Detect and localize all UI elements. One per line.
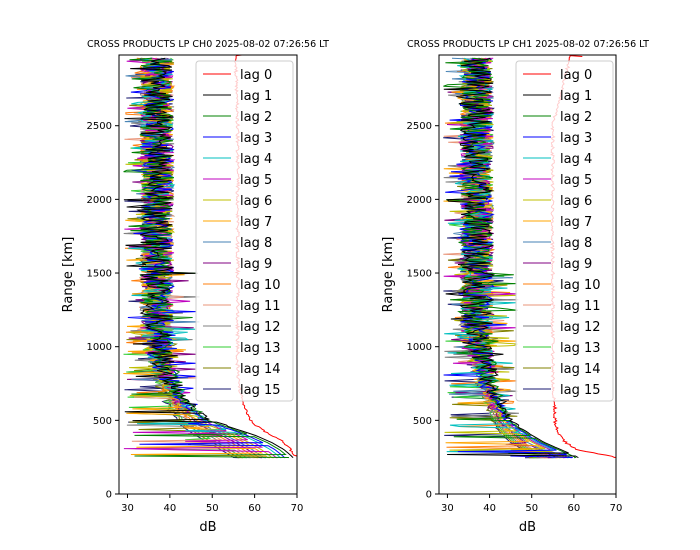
legend-label: lag 8 <box>240 236 272 251</box>
y-tick-label: 2500 <box>87 121 112 132</box>
legend-label: lag 9 <box>240 257 272 272</box>
y-tick-label: 1500 <box>407 269 432 280</box>
series-line-lag-1 <box>443 57 579 458</box>
y-tick-label: 500 <box>413 416 432 427</box>
series-lines <box>123 55 297 459</box>
legend-label: lag 11 <box>560 299 601 314</box>
y-axis-label: Range [km] <box>381 237 396 313</box>
y-tick-label: 2000 <box>87 195 112 206</box>
plot-frame <box>438 54 617 495</box>
legend-label: lag 3 <box>560 131 592 146</box>
legend-label: lag 15 <box>240 383 281 398</box>
x-tick-label: 60 <box>248 503 261 514</box>
series-line-lag-1 <box>123 57 294 458</box>
legend-label: lag 5 <box>240 173 272 188</box>
x-tick-label: 50 <box>525 503 538 514</box>
legend-label: lag 6 <box>240 194 272 209</box>
legend-label: lag 8 <box>560 236 592 251</box>
series-line-lag-2 <box>443 57 577 459</box>
chart-panel-ch0: CROSS PRODUCTS LP CH0 2025-08-02 07:26:5… <box>61 39 329 535</box>
legend-label: lag 11 <box>240 299 281 314</box>
legend-label: lag 4 <box>240 152 272 167</box>
y-tick-label: 500 <box>93 416 112 427</box>
x-tick-label: 30 <box>121 503 134 514</box>
legend-label: lag 2 <box>240 110 272 125</box>
legend-label: lag 12 <box>240 320 281 335</box>
legend-box <box>195 60 294 402</box>
x-tick-label: 60 <box>567 503 580 514</box>
x-tick-label: 30 <box>441 503 454 514</box>
chart-panel-ch1: CROSS PRODUCTS LP CH1 2025-08-02 07:26:5… <box>381 39 649 535</box>
legend: lag 0 lag 1 lag 2 lag 3 lag 4 lag 5 lag 6 lag 7… <box>515 60 614 402</box>
y-axis-label: Range [km] <box>61 237 76 313</box>
legend-label: lag 2 <box>560 110 592 125</box>
legend-label: lag 15 <box>560 383 601 398</box>
x-axis-label: dB <box>199 520 216 535</box>
x-tick-label: 40 <box>483 503 496 514</box>
chart-title: CROSS PRODUCTS LP CH1 2025-08-02 07:26:5… <box>407 39 649 50</box>
chart-title: CROSS PRODUCTS LP CH0 2025-08-02 07:26:5… <box>87 39 329 50</box>
x-axis-label: dB <box>519 520 536 535</box>
legend-label: lag 10 <box>240 278 281 293</box>
plot-frame <box>118 54 298 495</box>
legend-label: lag 7 <box>240 215 272 230</box>
legend-label: lag 10 <box>560 278 601 293</box>
y-tick-label: 2500 <box>407 121 432 132</box>
y-tick-label: 0 <box>426 490 432 501</box>
legend-label: lag 14 <box>560 362 601 377</box>
legend-label: lag 5 <box>560 173 592 188</box>
legend-box <box>515 60 614 402</box>
legend-label: lag 0 <box>240 68 272 83</box>
x-tick-label: 70 <box>610 503 623 514</box>
legend-label: lag 4 <box>560 152 592 167</box>
legend-label: lag 12 <box>560 320 601 335</box>
legend-label: lag 0 <box>560 68 592 83</box>
legend-label: lag 1 <box>240 89 272 104</box>
legend-label: lag 7 <box>560 215 592 230</box>
y-tick-label: 1500 <box>87 269 112 280</box>
y-tick-label: 1000 <box>407 342 432 353</box>
legend-label: lag 9 <box>560 257 592 272</box>
legend-label: lag 13 <box>560 341 601 356</box>
x-tick-label: 50 <box>206 503 219 514</box>
legend-label: lag 3 <box>240 131 272 146</box>
series-line-lag-15 <box>124 57 240 459</box>
legend-label: lag 14 <box>240 362 281 377</box>
y-tick-label: 2000 <box>407 195 432 206</box>
x-tick-label: 70 <box>291 503 304 514</box>
legend-label: lag 13 <box>240 341 281 356</box>
legend-label: lag 1 <box>560 89 592 104</box>
y-tick-label: 0 <box>106 490 112 501</box>
legend-label: lag 6 <box>560 194 592 209</box>
legend: lag 0 lag 1 lag 2 lag 3 lag 4 lag 5 lag 6 lag 7… <box>195 60 294 402</box>
y-tick-label: 1000 <box>87 342 112 353</box>
x-tick-label: 40 <box>163 503 176 514</box>
